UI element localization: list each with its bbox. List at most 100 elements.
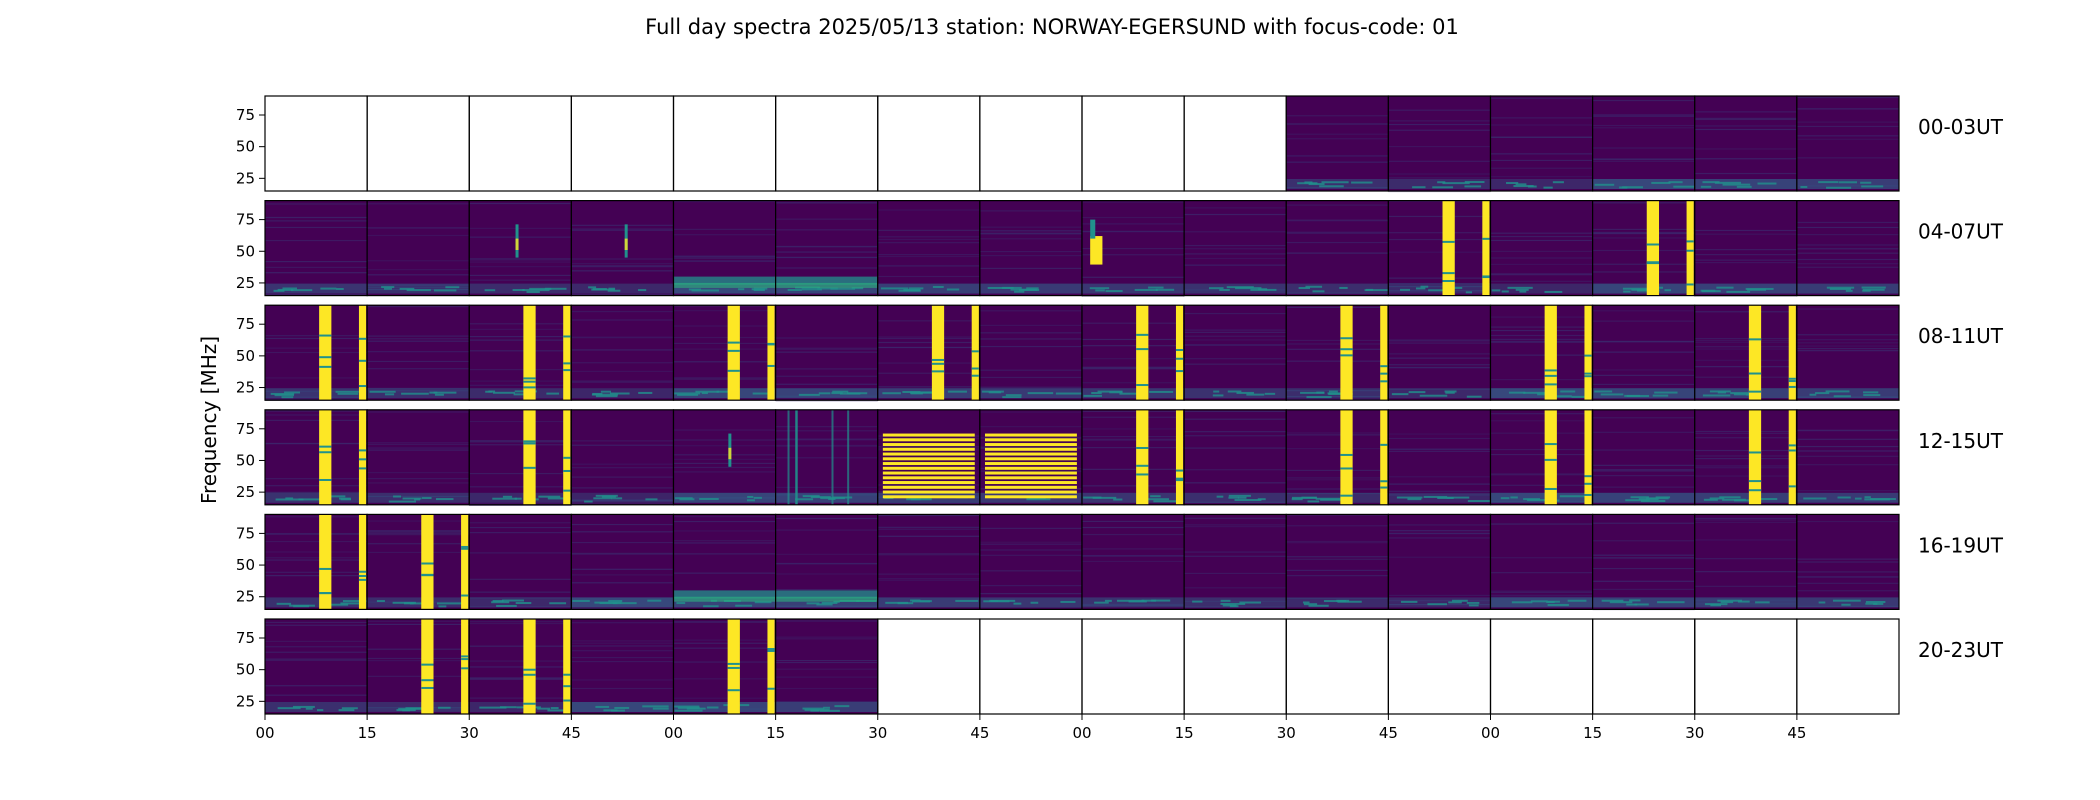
spectrum-panel (1592, 304, 1696, 401)
rfi-burst (727, 619, 740, 714)
rfi-line (984, 490, 1077, 494)
solar-burst (1090, 236, 1103, 265)
spectra-row: 25 50 75 08-11UT (236, 304, 2004, 402)
rfi-burst (319, 514, 332, 610)
x-tick-label: 45 (1787, 724, 1806, 742)
y-tick-label: 25 (236, 379, 255, 397)
rfi-line (984, 481, 1077, 485)
rfi-burst (1788, 409, 1796, 505)
y-tick-label: 75 (236, 315, 255, 333)
spectrum-panel (1081, 95, 1185, 192)
spectrum-panel (775, 95, 879, 192)
low-freq-band (1592, 597, 1695, 608)
spectrum-panel (1081, 513, 1185, 611)
rfi-burst (931, 305, 945, 401)
x-tick-label: 30 (460, 724, 479, 742)
low-freq-band (1388, 388, 1491, 399)
x-tick-label: 15 (766, 724, 785, 742)
rfi-burst (461, 619, 469, 714)
spectrum-panel (979, 95, 1083, 192)
rfi-line (847, 409, 850, 505)
panel-frame (1796, 618, 1900, 715)
spectrum-panel (1387, 304, 1492, 401)
low-freq-band (673, 597, 776, 608)
x-tick-label: 00 (255, 724, 274, 742)
spectrum-panel (366, 95, 470, 192)
y-tick-label: 50 (236, 661, 255, 679)
rfi-burst (319, 409, 332, 505)
spectrum-panel (1183, 513, 1287, 611)
rfi-burst (421, 514, 434, 610)
spectrum-panel (264, 95, 368, 192)
y-tick-label: 50 (236, 138, 255, 156)
panel-frame (1796, 200, 1900, 297)
rfi-burst (1340, 409, 1353, 505)
panel-frame (468, 95, 572, 192)
panel-frame (1796, 304, 1900, 401)
panel-frame (1694, 618, 1798, 715)
rfi-line (984, 476, 1077, 480)
y-tick-label: 50 (236, 347, 255, 365)
low-freq-band (1694, 492, 1797, 503)
rfi-line (882, 452, 975, 456)
spectrum-panel (570, 513, 675, 611)
rfi-line (831, 409, 834, 505)
spectrum-panel (1387, 618, 1492, 715)
spectrum-panel (979, 618, 1083, 715)
rfi-line (795, 409, 798, 505)
row-label: 16-19UT (1918, 533, 2004, 557)
low-freq-band (469, 388, 572, 399)
rfi-line (984, 457, 1077, 461)
spectrum-panel (1592, 618, 1696, 715)
low-freq-band (265, 388, 368, 399)
spectrum-panel (1796, 200, 1900, 297)
rfi-burst (1748, 305, 1762, 401)
panel-frame (1796, 95, 1900, 192)
spectrum-panel (264, 200, 368, 297)
rfi-burst (1380, 409, 1388, 505)
rfi-burst (1686, 200, 1694, 296)
spectrum-panel (1183, 409, 1287, 506)
rfi-line (984, 443, 1077, 447)
spectrum-panel (366, 304, 470, 401)
low-freq-band (673, 388, 776, 399)
spectrum-panel (877, 409, 981, 506)
spectrum-panel (775, 409, 879, 506)
low-freq-band (367, 283, 470, 294)
spectrum-panel (570, 304, 675, 401)
spectrum-panel (570, 409, 675, 506)
spectrum-panel (672, 513, 777, 611)
spectra-row: 25 50 75 20-23UT (236, 618, 2004, 715)
row-label: 08-11UT (1918, 324, 2004, 348)
row-label: 00-03UT (1918, 115, 2004, 139)
spectrum-panel (366, 513, 470, 611)
spectrum-panel (264, 513, 370, 611)
x-tick-label: 30 (1685, 724, 1704, 742)
y-tick-label: 50 (236, 242, 255, 260)
spectrum-panel (1489, 304, 1594, 401)
y-tick-label: 75 (236, 629, 255, 647)
x-tick-label: 45 (970, 724, 989, 742)
rfi-line (984, 495, 1077, 499)
spectrum-panel (570, 200, 675, 297)
low-freq-band (877, 283, 980, 294)
y-tick-label: 25 (236, 692, 255, 710)
low-freq-band (1082, 283, 1185, 294)
rfi-burst (767, 305, 775, 401)
low-freq-band (1082, 492, 1185, 503)
spectrum-panel (1489, 618, 1594, 715)
spectrum-panel (1081, 200, 1185, 297)
spectrum-panel (775, 513, 879, 611)
low-freq-band (367, 702, 470, 712)
spectrum-panel (1694, 618, 1798, 715)
low-freq-band (1184, 597, 1287, 608)
x-tick-label: 15 (1175, 724, 1194, 742)
rfi-line (882, 447, 975, 451)
spectrum-panel (672, 304, 777, 401)
panel-frame (877, 618, 981, 715)
row-label: 04-07UT (1918, 220, 2004, 244)
panel-frame (1489, 618, 1594, 715)
low-freq-band (1184, 388, 1287, 399)
x-tick-label: 00 (664, 724, 683, 742)
